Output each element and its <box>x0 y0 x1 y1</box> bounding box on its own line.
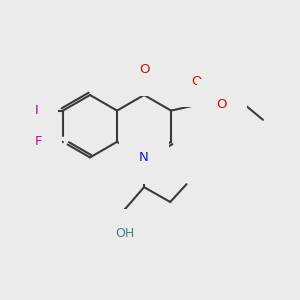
Text: N: N <box>139 151 149 164</box>
Text: OH: OH <box>115 227 134 240</box>
Text: I: I <box>35 104 39 117</box>
Text: O: O <box>191 75 202 88</box>
Text: O: O <box>217 98 227 111</box>
Text: O: O <box>139 63 149 76</box>
Text: F: F <box>35 135 42 148</box>
